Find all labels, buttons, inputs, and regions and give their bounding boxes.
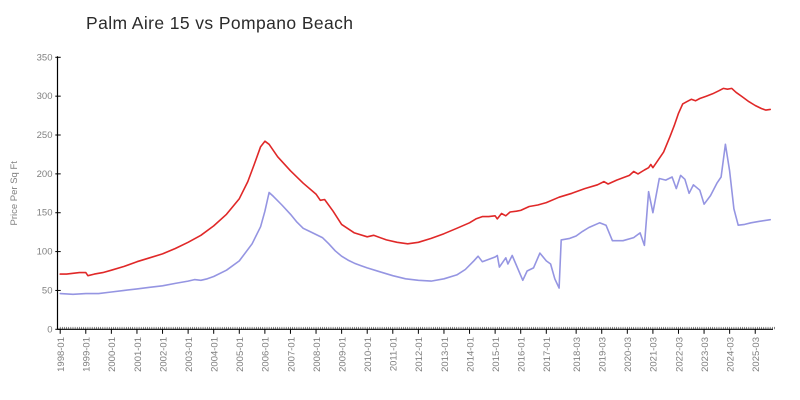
x-tick-label: 2017-01 (542, 337, 553, 372)
x-tick-label: 2012-01 (414, 337, 425, 372)
x-tick-label: 2018-03 (572, 337, 583, 372)
x-tick-label: 2004-01 (210, 337, 221, 372)
y-tick-label: 250 (37, 130, 53, 141)
x-tick-label: 2010-01 (363, 337, 374, 372)
x-tick-label: 2023-03 (700, 337, 711, 372)
chart-title: Palm Aire 15 vs Pompano Beach (86, 13, 354, 33)
x-tick-label: 2015-01 (491, 337, 502, 372)
red-series-line (59, 87, 772, 277)
x-tick-label: 2006-01 (261, 337, 272, 372)
x-tick-label: 2013-01 (440, 337, 451, 372)
blue-series-line (59, 143, 772, 296)
x-tick-label: 2020-03 (623, 337, 634, 372)
y-tick-label: 350 (37, 52, 53, 63)
x-tick-label: 1998-01 (56, 337, 67, 372)
x-tick-label: 2008-01 (312, 337, 323, 372)
x-tick-label: 2009-01 (337, 337, 348, 372)
x-tick-label: 2024-03 (725, 337, 736, 372)
y-tick-label: 0 (47, 324, 52, 335)
x-tick-label: 2007-01 (286, 337, 297, 372)
x-tick-label: 2005-01 (235, 337, 246, 372)
x-tick-label: 2025-03 (751, 337, 762, 372)
x-tick-label: 1999-01 (82, 337, 93, 372)
x-tick-label: 2003-01 (184, 337, 195, 372)
x-tick-label: 2021-03 (649, 337, 660, 372)
y-tick-label: 100 (37, 247, 53, 258)
y-tick-label: 300 (37, 91, 53, 102)
y-axis-title: Price Per Sq Ft (9, 161, 20, 226)
y-tick-label: 50 (42, 285, 53, 296)
y-tick-label: 150 (37, 208, 53, 219)
x-tick-label: 2014-01 (465, 337, 476, 372)
x-tick-label: 2022-03 (674, 337, 685, 372)
x-tick-label: 2016-01 (517, 337, 528, 372)
y-tick-label: 200 (37, 169, 53, 180)
x-tick-label: 2000-01 (107, 337, 118, 372)
x-tick-label: 2019-03 (598, 337, 609, 372)
x-tick-label: 2011-01 (389, 337, 400, 371)
x-tick-label: 2002-01 (158, 337, 169, 372)
x-tick-label: 2001-01 (133, 337, 144, 372)
